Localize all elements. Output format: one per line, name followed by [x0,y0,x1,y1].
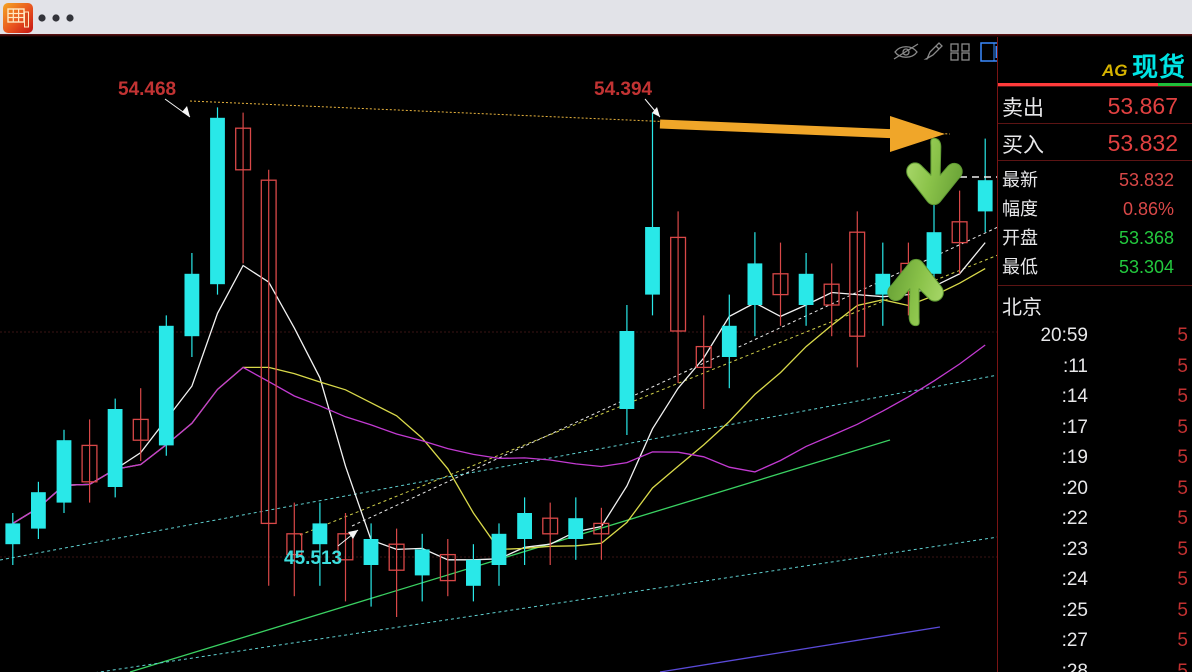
svg-text:54.394: 54.394 [594,79,653,100]
svg-text:45.513: 45.513 [284,548,342,569]
svg-text:54.468: 54.468 [118,79,176,100]
